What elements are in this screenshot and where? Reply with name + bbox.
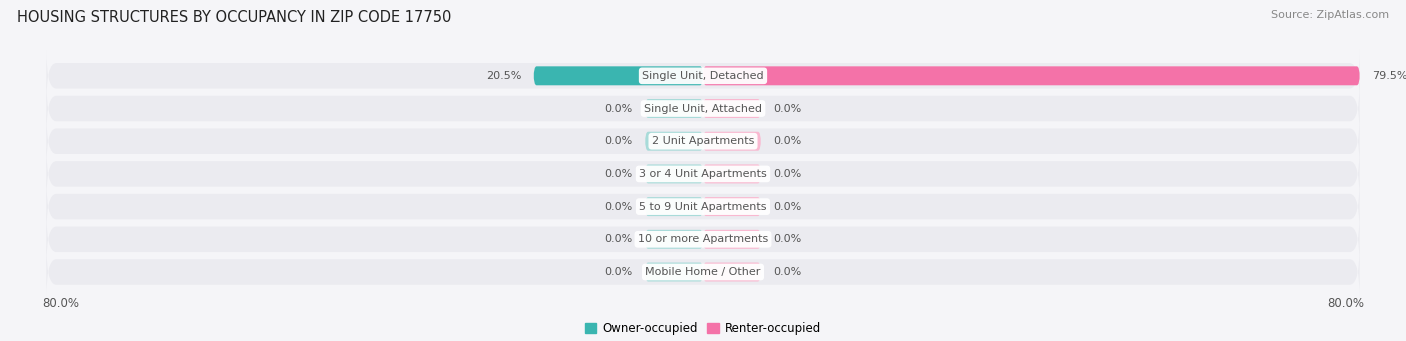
- Text: 2 Unit Apartments: 2 Unit Apartments: [652, 136, 754, 146]
- Text: Mobile Home / Other: Mobile Home / Other: [645, 267, 761, 277]
- Text: Single Unit, Detached: Single Unit, Detached: [643, 71, 763, 81]
- Text: 80.0%: 80.0%: [1327, 297, 1364, 310]
- Text: 0.0%: 0.0%: [605, 234, 633, 244]
- FancyBboxPatch shape: [645, 263, 703, 281]
- FancyBboxPatch shape: [645, 132, 703, 151]
- Legend: Owner-occupied, Renter-occupied: Owner-occupied, Renter-occupied: [579, 317, 827, 340]
- Text: 5 to 9 Unit Apartments: 5 to 9 Unit Apartments: [640, 202, 766, 212]
- FancyBboxPatch shape: [703, 197, 761, 216]
- FancyBboxPatch shape: [46, 147, 1360, 201]
- Text: 0.0%: 0.0%: [773, 234, 801, 244]
- Text: 0.0%: 0.0%: [605, 104, 633, 114]
- FancyBboxPatch shape: [46, 246, 1360, 298]
- FancyBboxPatch shape: [645, 164, 703, 183]
- Text: 0.0%: 0.0%: [773, 267, 801, 277]
- Text: 80.0%: 80.0%: [42, 297, 79, 310]
- Text: Source: ZipAtlas.com: Source: ZipAtlas.com: [1271, 10, 1389, 20]
- Text: 3 or 4 Unit Apartments: 3 or 4 Unit Apartments: [640, 169, 766, 179]
- Text: 0.0%: 0.0%: [773, 136, 801, 146]
- FancyBboxPatch shape: [46, 180, 1360, 233]
- Text: 0.0%: 0.0%: [605, 267, 633, 277]
- Text: 0.0%: 0.0%: [605, 202, 633, 212]
- Text: 79.5%: 79.5%: [1372, 71, 1406, 81]
- Text: 0.0%: 0.0%: [605, 169, 633, 179]
- FancyBboxPatch shape: [534, 66, 703, 85]
- FancyBboxPatch shape: [645, 230, 703, 249]
- FancyBboxPatch shape: [703, 164, 761, 183]
- Text: 0.0%: 0.0%: [773, 169, 801, 179]
- Text: 0.0%: 0.0%: [605, 136, 633, 146]
- FancyBboxPatch shape: [645, 197, 703, 216]
- FancyBboxPatch shape: [703, 66, 1360, 85]
- Text: 0.0%: 0.0%: [773, 202, 801, 212]
- FancyBboxPatch shape: [46, 82, 1360, 135]
- Text: HOUSING STRUCTURES BY OCCUPANCY IN ZIP CODE 17750: HOUSING STRUCTURES BY OCCUPANCY IN ZIP C…: [17, 10, 451, 25]
- FancyBboxPatch shape: [645, 99, 703, 118]
- FancyBboxPatch shape: [703, 132, 761, 151]
- FancyBboxPatch shape: [46, 49, 1360, 102]
- FancyBboxPatch shape: [703, 263, 761, 281]
- FancyBboxPatch shape: [703, 230, 761, 249]
- FancyBboxPatch shape: [46, 213, 1360, 266]
- Text: Single Unit, Attached: Single Unit, Attached: [644, 104, 762, 114]
- Text: 0.0%: 0.0%: [773, 104, 801, 114]
- FancyBboxPatch shape: [703, 99, 761, 118]
- FancyBboxPatch shape: [46, 115, 1360, 168]
- Text: 10 or more Apartments: 10 or more Apartments: [638, 234, 768, 244]
- Text: 20.5%: 20.5%: [486, 71, 522, 81]
